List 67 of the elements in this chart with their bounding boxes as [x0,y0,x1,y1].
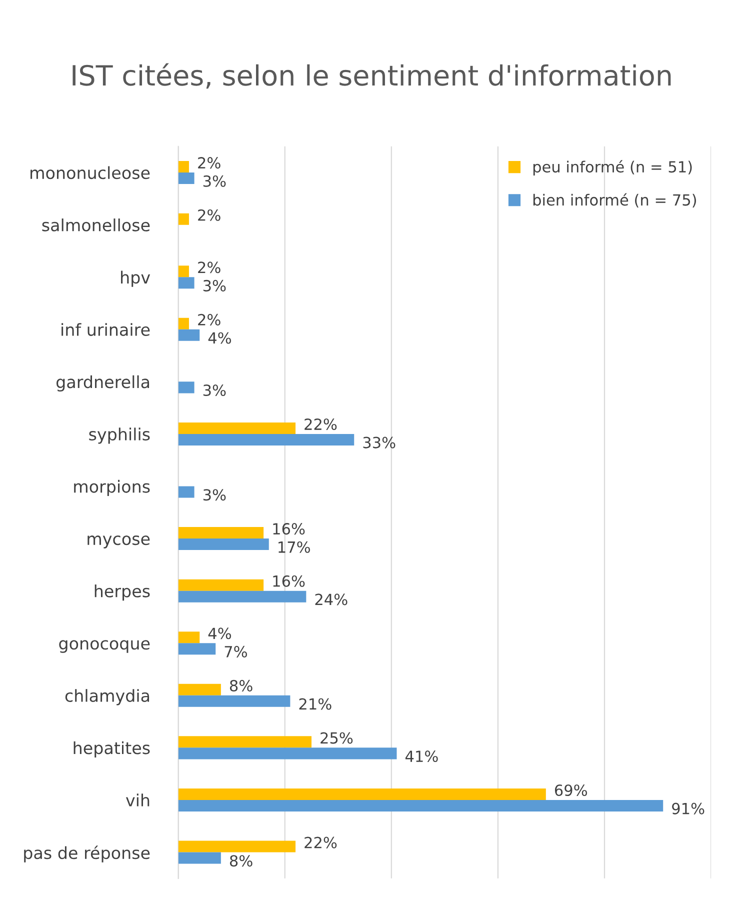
legend-label: peu informé (n = 51) [533,160,692,176]
bar [178,434,354,446]
y-tick-label: gonocoque [59,640,150,653]
bar [178,748,397,760]
y-tick-label: herpes [94,584,150,601]
data-label: 2% [198,262,220,274]
bar [178,852,221,864]
y-tick-label: pas de réponse [24,846,150,862]
y-tick-label: gardnerella [56,375,150,392]
data-label: 33% [363,436,396,448]
bar [178,213,189,225]
bar [178,161,189,173]
bar [178,590,306,602]
legend-label: bien informé (n = 75) [533,193,696,208]
bar [178,736,312,748]
data-label: 7% [224,646,247,658]
data-label: 22% [304,836,337,848]
data-label: 3% [203,280,226,292]
bar [178,840,296,852]
y-tick-label: chlamydia [65,689,150,706]
data-label: 3% [203,384,226,396]
y-tick-label: mycose [88,536,150,548]
data-label: 16% [273,575,305,587]
bar [178,695,290,707]
y-tick-label: syphilis [89,428,150,444]
y-tick-label: salmonellose [42,218,150,232]
data-label: 22% [304,418,337,430]
y-tick-label: morpions [74,480,150,496]
bar [178,643,216,655]
bar [178,579,264,591]
data-label: 4% [208,628,232,640]
data-label: 2% [198,314,220,326]
y-tick-label: vih [126,794,150,806]
bar [178,266,189,278]
bar [178,486,194,498]
data-label: 25% [320,732,353,744]
data-label: 2% [198,157,220,169]
bar [178,788,546,800]
chart-title: IST citées, selon le sentiment d'information [72,63,671,89]
y-tick-label: hepatites [74,741,150,758]
data-label: 8% [230,855,252,867]
data-label: 69% [554,784,588,796]
bar [178,800,664,812]
bar [178,422,296,434]
bar [178,382,194,394]
data-label: 21% [299,698,332,710]
data-label: 91% [672,802,704,814]
y-tick-label: hpv [121,270,150,287]
data-label: 16% [273,523,305,535]
data-label: 17% [278,541,310,553]
bar [178,318,189,330]
bar [178,684,221,696]
data-label: 24% [315,594,348,606]
bar [178,538,269,550]
y-tick-label: mononucleose [30,166,150,180]
bar [178,329,200,341]
data-label: 3% [203,489,226,501]
bar [178,172,194,184]
data-label: 2% [198,209,220,221]
data-label: 3% [203,175,226,187]
y-tick-label: inf urinaire [62,323,150,336]
bar [178,277,194,289]
data-label: 4% [208,332,232,344]
data-label: 41% [405,750,438,762]
bar [178,632,200,644]
data-label: 8% [230,680,252,692]
bar [178,527,264,539]
